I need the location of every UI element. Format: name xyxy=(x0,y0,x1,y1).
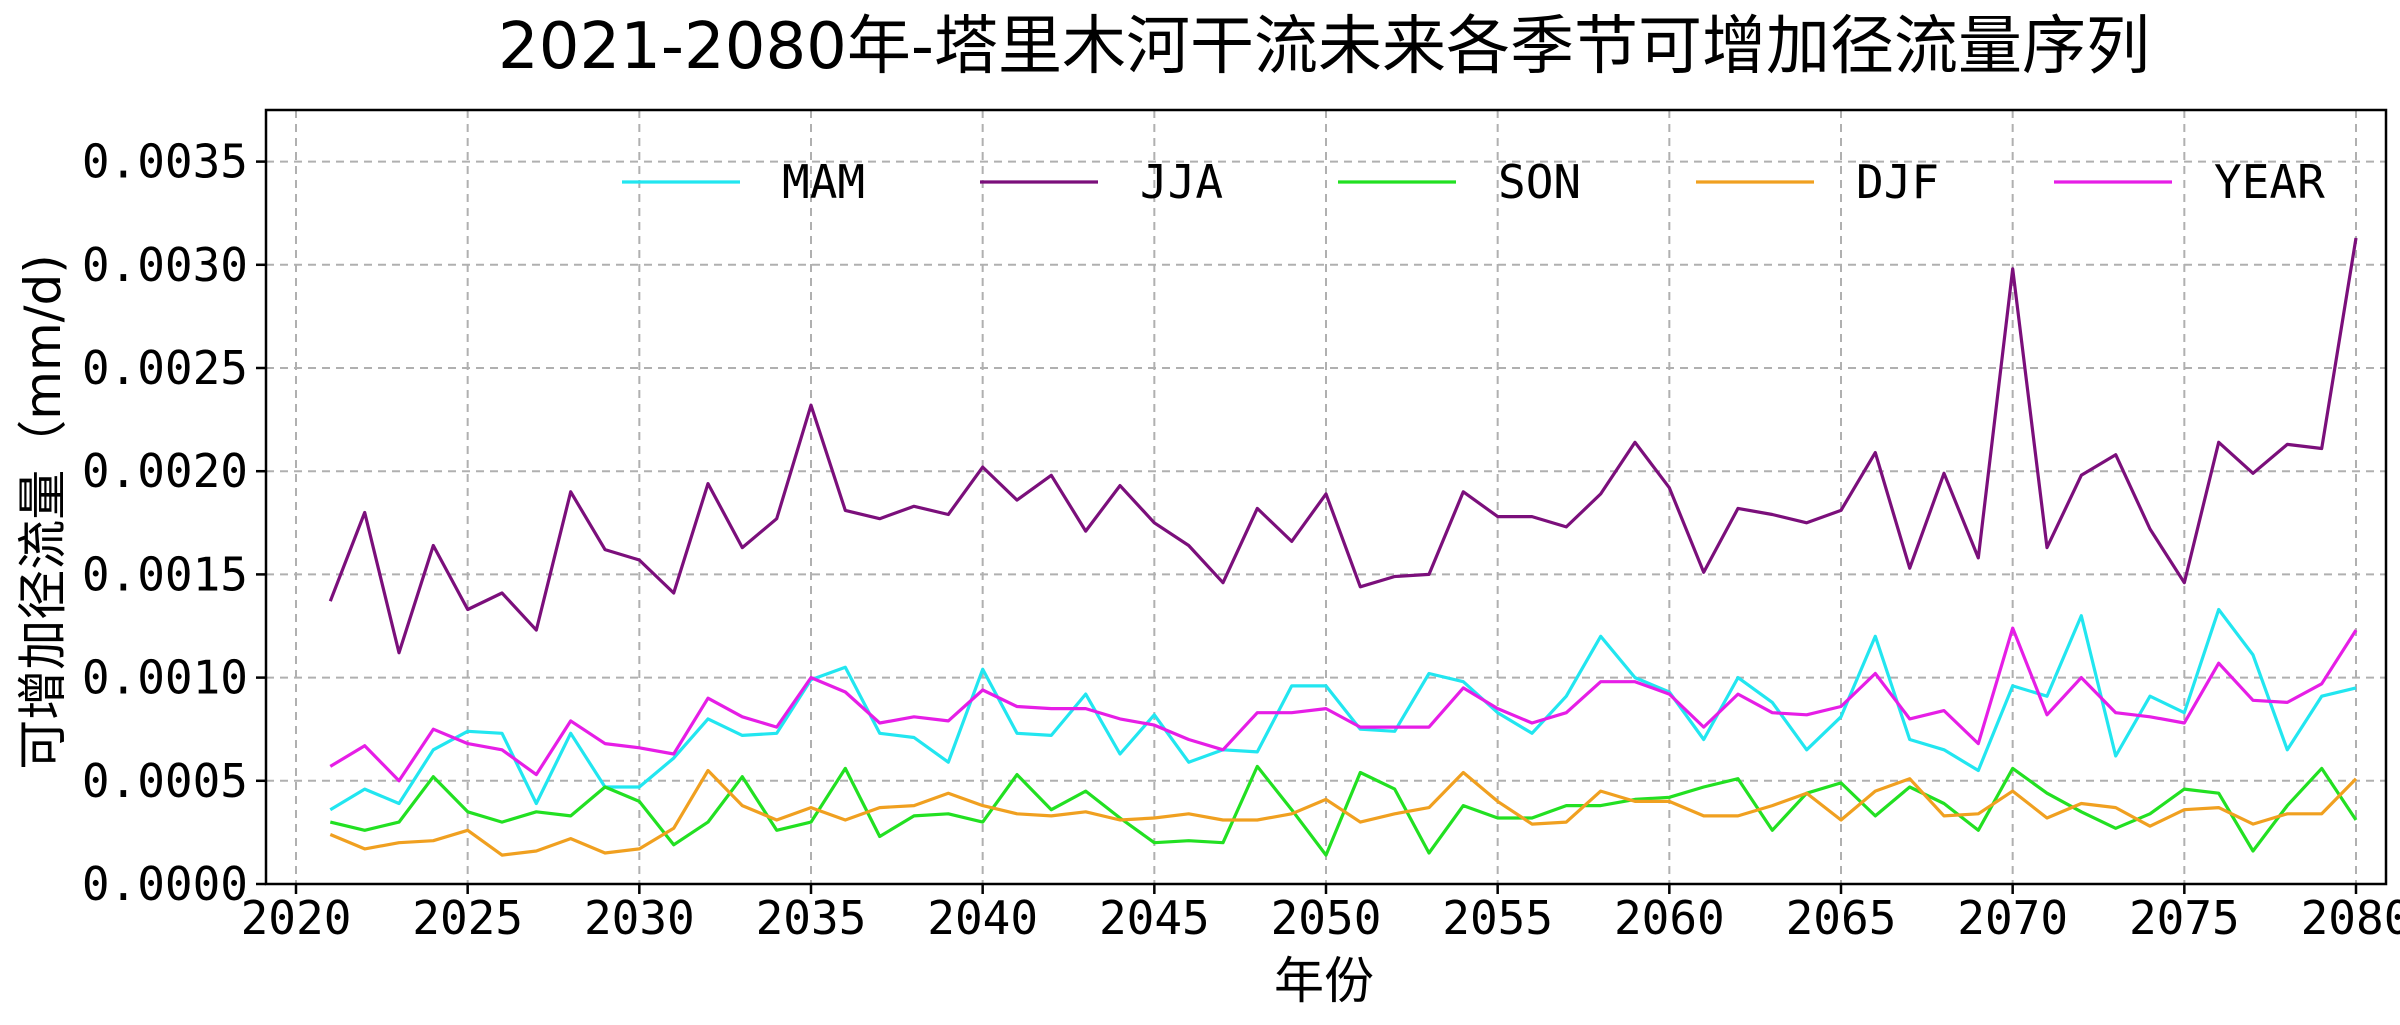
x-tick-label: 2055 xyxy=(1442,891,1553,945)
y-tick-label: 0.0035 xyxy=(82,135,248,189)
x-tick-label: 2065 xyxy=(1786,891,1897,945)
series-line-year xyxy=(329,626,2358,783)
x-tick-label: 2030 xyxy=(584,891,695,945)
axis-ticks: 2020 2025 2030 2035 2040 2045 2050 2055 2060 2065… xyxy=(82,135,2400,945)
legend-label-djf: DJF xyxy=(1856,155,1939,209)
legend-label-mam: MAM xyxy=(782,155,865,209)
x-tick-label: 2080 xyxy=(2301,891,2400,945)
x-tick-label: 2075 xyxy=(2129,891,2240,945)
x-tick-label: 2060 xyxy=(1614,891,1725,945)
y-tick-label: 0.0000 xyxy=(82,857,248,911)
y-tick-label: 0.0010 xyxy=(82,651,248,705)
chart-title: 2021-2080年-塔里木河干流未来各季节可增加径流量序列 xyxy=(498,10,2150,84)
legend: MAM JJA SON DJF YEAR xyxy=(622,155,2325,209)
y-tick-label: 0.0025 xyxy=(82,341,248,395)
x-tick-label: 2070 xyxy=(1957,891,2068,945)
legend-label-son: SON xyxy=(1498,155,1581,209)
legend-label-year: YEAR xyxy=(2214,155,2325,209)
series-line-son xyxy=(329,764,2358,857)
x-tick-label: 2050 xyxy=(1271,891,1382,945)
y-tick-label: 0.0015 xyxy=(82,547,248,601)
legend-label-jja: JJA xyxy=(1140,155,1223,209)
y-tick-label: 0.0005 xyxy=(82,754,248,808)
y-tick-label: 0.0030 xyxy=(82,238,248,292)
x-tick-label: 2045 xyxy=(1099,891,1210,945)
series-line-jja xyxy=(328,237,2358,655)
x-axis-label: 年份 xyxy=(1274,952,1374,1010)
x-tick-label: 2035 xyxy=(756,891,867,945)
grid-lines xyxy=(266,110,2386,885)
x-tick-label: 2020 xyxy=(241,891,352,945)
y-axis-label: 可增加径流量（mm/d) xyxy=(14,254,72,770)
x-tick-label: 2040 xyxy=(927,891,1038,945)
series-line-djf xyxy=(329,768,2358,857)
y-tick-label: 0.0020 xyxy=(82,444,248,498)
x-tick-label: 2025 xyxy=(412,891,523,945)
series-lines xyxy=(328,237,2358,857)
series-line-mam xyxy=(329,607,2357,812)
